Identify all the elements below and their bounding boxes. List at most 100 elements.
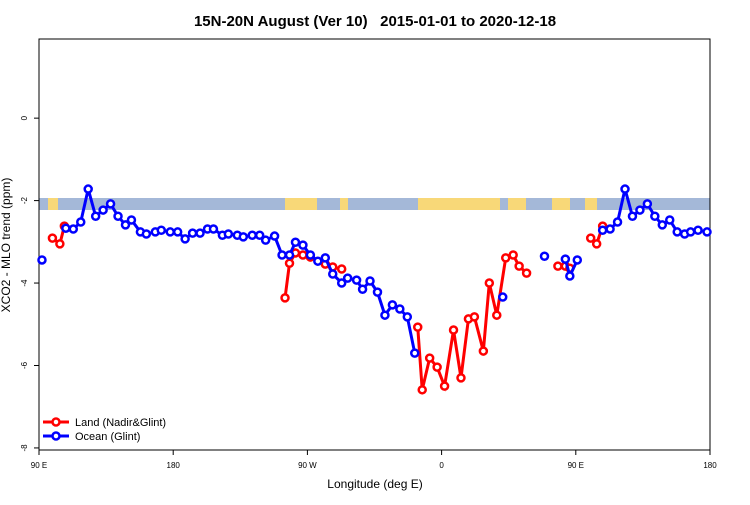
data-point: [351, 275, 362, 285]
data-point: [61, 223, 71, 233]
data-point: [247, 230, 257, 240]
data-point: [591, 239, 602, 249]
data-point: [635, 205, 645, 215]
data-point: [290, 237, 301, 247]
data-point: [260, 235, 271, 245]
data-point: [280, 293, 290, 303]
x-tick-label: 90 W: [298, 461, 317, 470]
data-point: [380, 310, 390, 320]
land-patch: [418, 198, 500, 210]
data-point: [120, 220, 131, 230]
land-patch: [585, 198, 597, 210]
data-point: [553, 261, 563, 271]
legend: Land (Nadir&Glint) Ocean (Glint): [43, 417, 166, 443]
x-axis-label: Longitude (deg E): [327, 477, 422, 491]
data-point: [76, 217, 86, 227]
data-point: [664, 215, 675, 225]
data-point: [98, 205, 108, 215]
x-tick-label: 0: [439, 461, 444, 470]
data-point: [90, 211, 101, 222]
data-point: [560, 254, 571, 264]
land-patch: [340, 198, 348, 210]
data-point: [284, 250, 295, 260]
legend-marker: [51, 431, 61, 441]
data-point: [113, 211, 123, 222]
data-point: [402, 312, 413, 322]
data-point: [269, 231, 280, 241]
data-point: [172, 227, 183, 237]
data-point: [410, 348, 420, 358]
data-point: [126, 215, 137, 225]
data-point: [68, 224, 79, 234]
chart-title: 15N-20N August (Ver 10) 2015-01-01 to 20…: [194, 13, 556, 30]
legend-marker: [51, 417, 61, 427]
data-point: [238, 232, 249, 242]
data-point: [83, 184, 93, 194]
data-point: [657, 220, 668, 230]
x-tick-label: 180: [703, 461, 717, 470]
data-point: [412, 322, 423, 332]
data-point: [342, 273, 353, 283]
data-point: [612, 217, 623, 227]
data-point: [254, 230, 265, 240]
data-point: [478, 346, 489, 356]
data-point: [539, 251, 550, 261]
legend-label: Ocean (Glint): [75, 431, 140, 443]
data-point: [284, 258, 295, 269]
data-point: [195, 228, 205, 238]
data-point: [439, 381, 450, 391]
data-point: [336, 264, 347, 274]
data-point: [336, 278, 347, 288]
data-point: [448, 325, 459, 335]
data-point: [565, 271, 575, 281]
data-point: [500, 253, 511, 263]
data-point: [620, 184, 630, 194]
y-axis-label: XCO2 - MLO trend (ppm): [0, 178, 13, 313]
data-point: [165, 227, 175, 237]
data-point: [605, 224, 615, 234]
land-patch: [48, 198, 58, 210]
y-tick-label: -8: [20, 444, 29, 452]
data-point: [514, 261, 524, 271]
data-point: [672, 227, 682, 237]
data-point: [572, 255, 583, 265]
data-point: [327, 269, 338, 279]
data-point: [395, 304, 405, 314]
data-point: [156, 225, 167, 236]
data-point: [298, 240, 308, 250]
data-point: [180, 234, 190, 244]
data-point: [105, 199, 116, 209]
data-point: [357, 284, 368, 294]
x-tick-label: 90 E: [568, 461, 584, 470]
data-point: [484, 278, 495, 288]
data-point: [597, 225, 608, 236]
data-point: [55, 239, 65, 249]
y-tick-label: 0: [20, 115, 29, 120]
y-tick-label: -2: [20, 196, 29, 204]
data-point: [585, 233, 596, 243]
ocean-strip: [39, 198, 710, 210]
data-point: [650, 211, 660, 222]
data-point: [424, 353, 435, 363]
data-point: [642, 199, 653, 209]
data-point: [693, 225, 703, 236]
data-point: [313, 256, 323, 266]
land-patch: [285, 198, 317, 210]
data-point: [456, 373, 466, 383]
data-point: [277, 250, 287, 260]
data-point: [492, 310, 502, 320]
data-point: [372, 287, 383, 297]
data-point: [521, 268, 532, 278]
land-patch: [552, 198, 570, 210]
data-point: [208, 224, 219, 234]
data-point: [627, 211, 638, 222]
data-point: [187, 228, 198, 238]
data-point: [432, 362, 442, 372]
data-point: [305, 250, 316, 260]
data-point: [685, 227, 696, 237]
data-point: [469, 312, 480, 322]
data-point: [365, 276, 375, 286]
x-tick-label: 90 E: [31, 461, 47, 470]
data-point: [320, 253, 331, 263]
